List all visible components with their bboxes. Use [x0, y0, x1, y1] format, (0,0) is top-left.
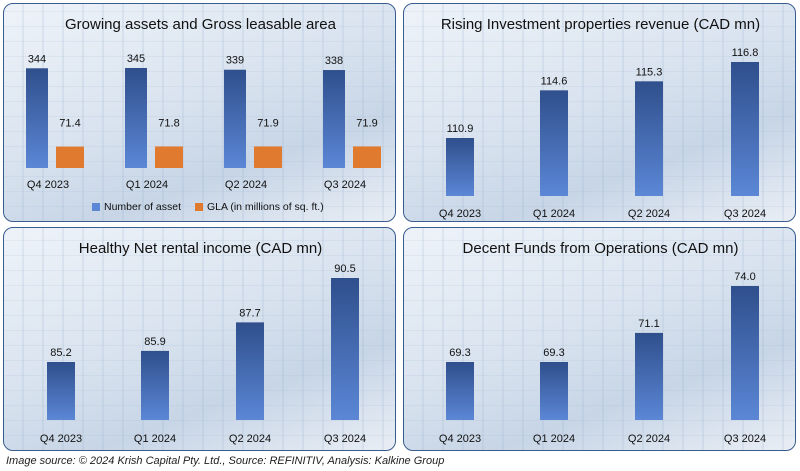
bar	[635, 332, 663, 420]
bar	[141, 350, 169, 420]
bar	[236, 322, 264, 420]
data-label: 116.8	[732, 47, 759, 59]
data-label-number-of-asset: 344	[28, 53, 46, 65]
category-label: Q2 2024	[225, 179, 267, 191]
category-label: Q4 2023	[439, 208, 481, 220]
chart-net-rental-income: Healthy Net rental income (CAD mn) 85.2 Q4…	[40, 240, 366, 445]
category-label: Q4 2023	[27, 179, 69, 191]
data-label: 74.0	[734, 271, 755, 283]
bar	[731, 286, 759, 420]
category-label: Q1 2024	[134, 433, 176, 445]
category-label: Q1 2024	[533, 433, 575, 445]
category-label: Q4 2023	[40, 433, 82, 445]
chart-panel-assets-gla: Growing assets and Gross leasable area 34…	[3, 3, 396, 222]
chart-panel-investment-revenue: Rising Investment properties revenue (CA…	[403, 3, 796, 222]
bar-gla	[56, 146, 84, 168]
chart-investment-revenue: Rising Investment properties revenue (CA…	[439, 16, 766, 220]
chart-funds-from-operations: Decent Funds from Operations (CAD mn) 69.…	[439, 240, 766, 445]
chart-title: Rising Investment properties revenue (CA…	[441, 16, 760, 33]
category-label: Q2 2024	[628, 208, 670, 220]
data-label-number-of-asset: 338	[325, 55, 343, 67]
legend-label-number-of-asset: Number of asset	[104, 201, 181, 213]
data-label: 87.7	[239, 307, 260, 319]
bar	[731, 62, 759, 196]
data-label-gla: 71.9	[356, 117, 377, 129]
legend-label-gla: GLA (in millions of sq. ft.)	[207, 201, 324, 213]
bar	[540, 362, 568, 420]
legend-swatch-number-of-asset	[92, 203, 100, 211]
category-label: Q1 2024	[126, 179, 168, 191]
data-label: 85.2	[50, 347, 71, 359]
chart-panel-funds-from-operations: Decent Funds from Operations (CAD mn) 69.…	[403, 227, 796, 451]
bar	[540, 90, 568, 196]
data-label: 69.3	[543, 347, 564, 359]
data-label-gla: 71.9	[257, 117, 278, 129]
chart-panel-net-rental-income: Healthy Net rental income (CAD mn) 85.2 Q4…	[3, 227, 396, 451]
legend-swatch-gla	[195, 203, 203, 211]
category-label: Q2 2024	[229, 433, 271, 445]
bar-gla	[353, 146, 381, 168]
category-label: Q3 2024	[724, 433, 766, 445]
bar	[446, 362, 474, 420]
category-label: Q3 2024	[324, 433, 366, 445]
chart-assets-gla: Growing assets and Gross leasable area 34…	[26, 16, 381, 213]
bar	[635, 81, 663, 196]
data-label: 115.3	[636, 66, 663, 78]
chart-title: Decent Funds from Operations (CAD mn)	[463, 240, 739, 257]
data-label-gla: 71.8	[158, 117, 179, 129]
category-label: Q3 2024	[324, 179, 366, 191]
data-label-gla: 71.4	[59, 118, 80, 130]
bar	[47, 362, 75, 420]
category-label: Q3 2024	[724, 208, 766, 220]
data-label: 71.1	[638, 318, 659, 330]
data-label-number-of-asset: 339	[226, 55, 244, 67]
data-label: 90.5	[334, 263, 355, 275]
bar-number-of-asset	[125, 68, 147, 168]
data-label: 69.3	[449, 347, 470, 359]
bar	[446, 138, 474, 196]
bar-number-of-asset	[26, 68, 48, 168]
bar-number-of-asset	[224, 69, 246, 168]
chart-title: Healthy Net rental income (CAD mn)	[79, 240, 322, 257]
data-label: 110.9	[447, 123, 474, 135]
data-label: 85.9	[144, 336, 165, 348]
bar	[331, 278, 359, 420]
data-label: 114.6	[541, 75, 568, 87]
category-label: Q1 2024	[533, 208, 575, 220]
data-label-number-of-asset: 345	[127, 53, 145, 65]
category-label: Q4 2023	[439, 433, 481, 445]
bar-number-of-asset	[323, 70, 345, 168]
chart-title: Growing assets and Gross leasable area	[65, 16, 337, 33]
bar-gla	[254, 146, 282, 168]
bar-gla	[155, 146, 183, 168]
category-label: Q2 2024	[628, 433, 670, 445]
image-source-caption: Image source: © 2024 Krish Capital Pty. …	[6, 455, 445, 467]
